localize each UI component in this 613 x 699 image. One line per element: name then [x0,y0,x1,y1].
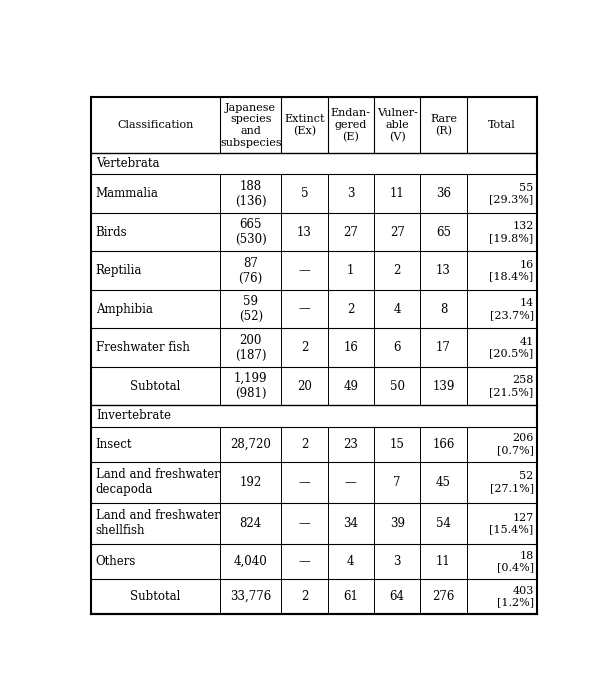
Text: 17: 17 [436,341,451,354]
Text: —: — [299,264,310,277]
Text: 39: 39 [390,517,405,530]
Text: Freshwater fish: Freshwater fish [96,341,189,354]
Text: 1,199
(981): 1,199 (981) [234,372,267,400]
Text: Amphibia: Amphibia [96,303,153,315]
Text: —: — [345,476,357,489]
Text: 206
[0.7%]: 206 [0.7%] [497,433,534,455]
Text: Subtotal: Subtotal [131,380,181,393]
Text: 166: 166 [432,438,455,451]
Text: 61: 61 [343,590,358,603]
Text: 15: 15 [390,438,405,451]
Text: 403
[1.2%]: 403 [1.2%] [497,586,534,607]
Text: 2: 2 [301,438,308,451]
Text: 127
[15.4%]: 127 [15.4%] [489,512,534,534]
Text: Endan-
gered
(E): Endan- gered (E) [331,108,371,142]
Text: 7: 7 [394,476,401,489]
Text: Subtotal: Subtotal [131,590,181,603]
Text: 50: 50 [390,380,405,393]
Text: Mammalia: Mammalia [96,187,159,200]
Text: 54: 54 [436,517,451,530]
Text: 59
(52): 59 (52) [238,295,263,323]
Text: 55
[29.3%]: 55 [29.3%] [489,182,534,204]
Text: 27: 27 [343,226,358,238]
Text: 23: 23 [343,438,358,451]
Text: 2: 2 [301,341,308,354]
Text: 14
[23.7%]: 14 [23.7%] [490,298,534,320]
Text: 49: 49 [343,380,358,393]
Text: 34: 34 [343,517,358,530]
Text: Reptilia: Reptilia [96,264,142,277]
Text: Classification: Classification [117,120,194,130]
Text: 4: 4 [394,303,401,315]
Text: 2: 2 [347,303,354,315]
Text: 2: 2 [394,264,401,277]
Text: 18
[0.4%]: 18 [0.4%] [497,551,534,572]
Text: Others: Others [96,555,136,568]
Text: Japanese
species
and
subspecies: Japanese species and subspecies [220,103,281,147]
Text: 3: 3 [394,555,401,568]
Text: 64: 64 [390,590,405,603]
Text: 2: 2 [301,590,308,603]
Text: 45: 45 [436,476,451,489]
Text: 1: 1 [347,264,354,277]
Text: 5: 5 [300,187,308,200]
Text: —: — [299,555,310,568]
Text: 132
[19.8%]: 132 [19.8%] [489,222,534,243]
Text: 192: 192 [240,476,262,489]
Text: Extinct
(Ex): Extinct (Ex) [284,114,325,136]
Text: —: — [299,476,310,489]
Text: 188
(136): 188 (136) [235,180,267,208]
Text: 8: 8 [440,303,447,315]
Text: 258
[21.5%]: 258 [21.5%] [489,375,534,397]
Text: —: — [299,517,310,530]
Text: 11: 11 [436,555,451,568]
Text: 27: 27 [390,226,405,238]
Text: Vertebrata: Vertebrata [97,157,160,170]
Text: —: — [299,303,310,315]
Text: Land and freshwater
shellfish: Land and freshwater shellfish [96,510,219,538]
Text: 4: 4 [347,555,354,568]
Text: Total: Total [488,120,516,130]
Text: 87
(76): 87 (76) [238,257,263,284]
Text: 16: 16 [343,341,358,354]
Text: 28,720: 28,720 [230,438,271,451]
Text: Land and freshwater
decapoda: Land and freshwater decapoda [96,468,219,496]
Text: 13: 13 [297,226,312,238]
Text: 16
[18.4%]: 16 [18.4%] [489,260,534,282]
Text: Invertebrate: Invertebrate [97,410,172,422]
Text: 52
[27.1%]: 52 [27.1%] [490,472,534,493]
Text: 6: 6 [394,341,401,354]
Text: 65: 65 [436,226,451,238]
Text: 13: 13 [436,264,451,277]
Text: Birds: Birds [96,226,128,238]
Text: Rare
(R): Rare (R) [430,114,457,136]
Text: 139: 139 [432,380,455,393]
Text: 36: 36 [436,187,451,200]
Text: 200
(187): 200 (187) [235,333,267,361]
Text: 4,040: 4,040 [234,555,268,568]
Text: 33,776: 33,776 [230,590,272,603]
Text: 41
[20.5%]: 41 [20.5%] [489,337,534,359]
Text: Insect: Insect [96,438,132,451]
Text: 3: 3 [347,187,354,200]
Text: 20: 20 [297,380,312,393]
Text: 276: 276 [432,590,455,603]
Text: 665
(530): 665 (530) [235,218,267,246]
Text: Vulner-
able
(V): Vulner- able (V) [377,108,417,142]
Text: 11: 11 [390,187,405,200]
Text: 824: 824 [240,517,262,530]
